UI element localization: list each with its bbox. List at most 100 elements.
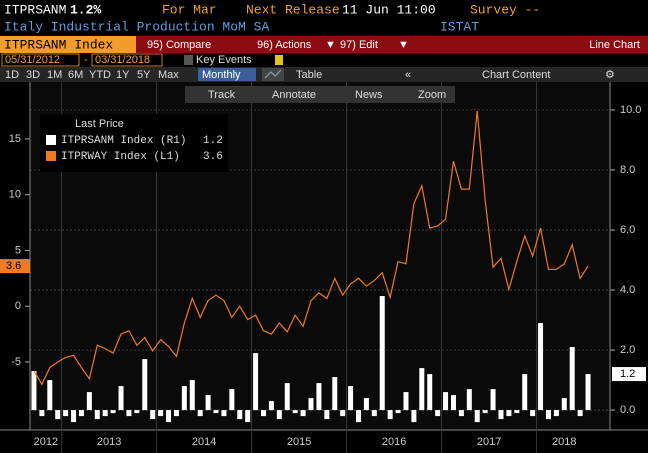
period-button[interactable]: Max (158, 69, 179, 81)
bar (261, 410, 267, 417)
bar (340, 410, 346, 417)
bar (569, 347, 575, 411)
x-tick-label: 2016 (382, 436, 406, 448)
bar (450, 395, 456, 411)
y-tick-label: 10 (9, 189, 21, 201)
settings-icon[interactable]: ⚙ (605, 69, 615, 81)
frequency-box[interactable] (198, 68, 256, 81)
bar (371, 410, 377, 417)
bar (292, 410, 298, 414)
menu-bar (136, 36, 648, 53)
legend-title: Last Price (75, 118, 124, 130)
bar (245, 410, 251, 423)
source: ISTAT (440, 19, 479, 34)
end-date-box[interactable] (91, 53, 163, 67)
start-date-box[interactable] (1, 53, 80, 67)
bar (553, 410, 559, 417)
date-separator: - (84, 54, 88, 66)
bar (403, 392, 409, 411)
bar (197, 410, 203, 417)
bar (134, 410, 140, 414)
key-events-toggle[interactable] (184, 55, 193, 65)
bar (419, 368, 425, 411)
bar (166, 410, 172, 423)
key-events[interactable]: Key Events (196, 54, 252, 66)
bar (300, 410, 306, 417)
end-date[interactable]: 03/31/2018 (95, 54, 150, 66)
y-tick-label: 15 (9, 133, 21, 145)
y-tick-label: 5 (15, 244, 21, 256)
menu-button[interactable]: 97) Edit (340, 39, 378, 51)
bar (142, 359, 148, 411)
security[interactable]: ITPRSANM Index (4, 37, 113, 52)
bar (316, 383, 322, 411)
bar (63, 410, 69, 417)
chart-tool[interactable]: Track (208, 89, 236, 101)
legend: ITPRSANM Index (R1) 1.2 ITPRWAY Index (L1)… (46, 135, 223, 163)
bar (308, 398, 314, 411)
period-button[interactable]: YTD (89, 69, 111, 81)
menu-button[interactable]: 95) Compare (147, 39, 211, 51)
chart-tool[interactable]: Annotate (272, 89, 316, 101)
bar (86, 392, 92, 411)
bar (355, 410, 361, 423)
bar (577, 410, 583, 417)
legend-label: ITPRWAY Index (L1) (61, 151, 180, 163)
bar (530, 410, 536, 417)
bar (110, 410, 116, 414)
bar (395, 410, 401, 414)
period-button[interactable]: 5Y (137, 69, 151, 81)
bar (39, 410, 45, 417)
next-release: Next Release (246, 2, 340, 17)
period-button[interactable]: 1Y (116, 69, 130, 81)
bar (126, 410, 132, 417)
security-box[interactable] (0, 36, 136, 53)
bar (466, 389, 472, 411)
collapse-button[interactable]: « (405, 69, 411, 81)
period-group: 1D 3D 1M 6M YTD 1Y 5Y Max (5, 69, 179, 81)
period-bar (0, 67, 648, 82)
chart-tools: Track Annotate News Zoom (208, 89, 446, 101)
bar (324, 410, 330, 420)
table-button[interactable]: Table (296, 69, 322, 81)
period-button[interactable]: 1M (47, 69, 62, 81)
bar (55, 410, 61, 420)
bar (102, 410, 108, 417)
bar (332, 377, 338, 411)
bar (411, 410, 417, 423)
x-tick-label: 2014 (192, 436, 216, 448)
survey: Survey -- (470, 2, 540, 17)
chart-tool[interactable]: Zoom (418, 89, 446, 101)
bar (561, 398, 567, 411)
y-tick-label: -5 (11, 356, 21, 368)
period-button[interactable]: 3D (26, 69, 40, 81)
dropdown-arrow: ▼ (398, 39, 409, 51)
ticker: ITPRSANM (4, 2, 66, 17)
legend-label: ITPRSANM Index (R1) (61, 135, 186, 147)
bar (427, 374, 433, 411)
y2-tick-label: 0.0 (620, 404, 635, 416)
security-title: Italy Industrial Production MoM SA (4, 19, 269, 34)
bar (435, 410, 441, 417)
menu-button[interactable]: 96) Actions (257, 39, 312, 51)
y-tick-label: 0 (15, 300, 21, 312)
last-value-tag (0, 259, 30, 274)
bar (31, 371, 37, 411)
y2-tick-label: 2.0 (620, 344, 635, 356)
info-icon[interactable] (275, 55, 283, 65)
frequency[interactable]: Monthly (202, 69, 241, 81)
bar (181, 386, 187, 411)
chart-tools-bar (185, 86, 455, 103)
y2-tick-label: 10.0 (620, 104, 641, 116)
bar (213, 410, 219, 414)
chart-tool[interactable]: News (355, 89, 383, 101)
period-button[interactable]: 1D (5, 69, 19, 81)
legend-value: 1.2 (203, 135, 223, 147)
start-date[interactable]: 05/31/2012 (5, 54, 60, 66)
y2-tick-label: 6.0 (620, 224, 635, 236)
chart-content[interactable]: Chart Content (482, 69, 550, 81)
legend-swatch (46, 135, 56, 145)
period-button[interactable]: 6M (68, 69, 83, 81)
period: For Mar (162, 2, 217, 17)
